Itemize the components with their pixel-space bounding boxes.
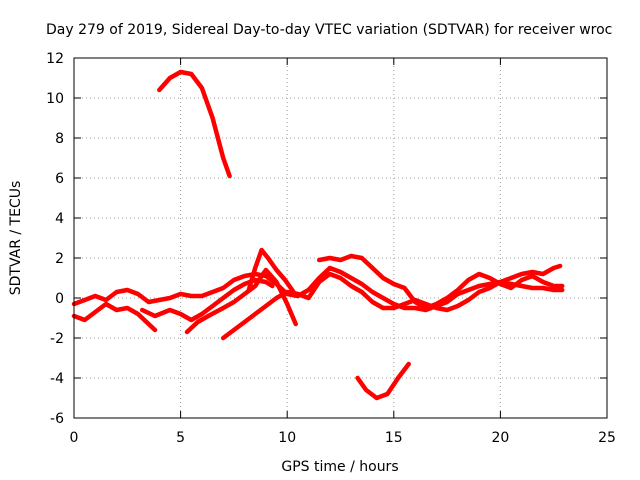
series-line-band-f bbox=[246, 247, 296, 295]
y-tick-label: 10 bbox=[46, 91, 64, 107]
y-tick-label: -4 bbox=[50, 371, 64, 387]
plot-frame bbox=[73, 57, 608, 419]
series-line-arc-high bbox=[157, 69, 232, 179]
x-tick-label: 20 bbox=[491, 430, 509, 446]
x-tick-label: 5 bbox=[176, 430, 185, 446]
x-tick-label: 10 bbox=[278, 430, 296, 446]
y-axis-label: SDTVAR / TECUs bbox=[8, 181, 24, 296]
series-line-band-a bbox=[71, 265, 565, 313]
y-tick-label: 8 bbox=[55, 131, 64, 147]
y-tick-label: -2 bbox=[50, 331, 64, 347]
grid bbox=[74, 58, 607, 418]
y-tick-label: 4 bbox=[55, 211, 64, 227]
series-line-arc-low bbox=[355, 361, 411, 401]
data-series bbox=[71, 69, 565, 401]
x-axis-label: GPS time / hours bbox=[281, 459, 398, 475]
y-tick-label: 0 bbox=[55, 291, 64, 307]
series-line-band-e bbox=[220, 263, 563, 341]
series-line-band-c bbox=[139, 277, 275, 323]
chart-title: Day 279 of 2019, Sidereal Day-to-day VTE… bbox=[46, 22, 612, 38]
series-line-band-g bbox=[316, 253, 565, 311]
y-tick-label: 2 bbox=[55, 251, 64, 267]
y-tick-label: -6 bbox=[50, 411, 64, 427]
axis-ticks: 0 5 10 15 20 25 -6 -4 -2 0 2 4 6 8 10 12 bbox=[46, 51, 616, 446]
x-tick-label: 15 bbox=[385, 430, 403, 446]
y-tick-label: 12 bbox=[46, 51, 64, 67]
series-line-band-b bbox=[71, 301, 158, 333]
x-tick-label: 25 bbox=[598, 430, 616, 446]
x-tick-label: 0 bbox=[70, 430, 79, 446]
y-tick-label: 6 bbox=[55, 171, 64, 187]
